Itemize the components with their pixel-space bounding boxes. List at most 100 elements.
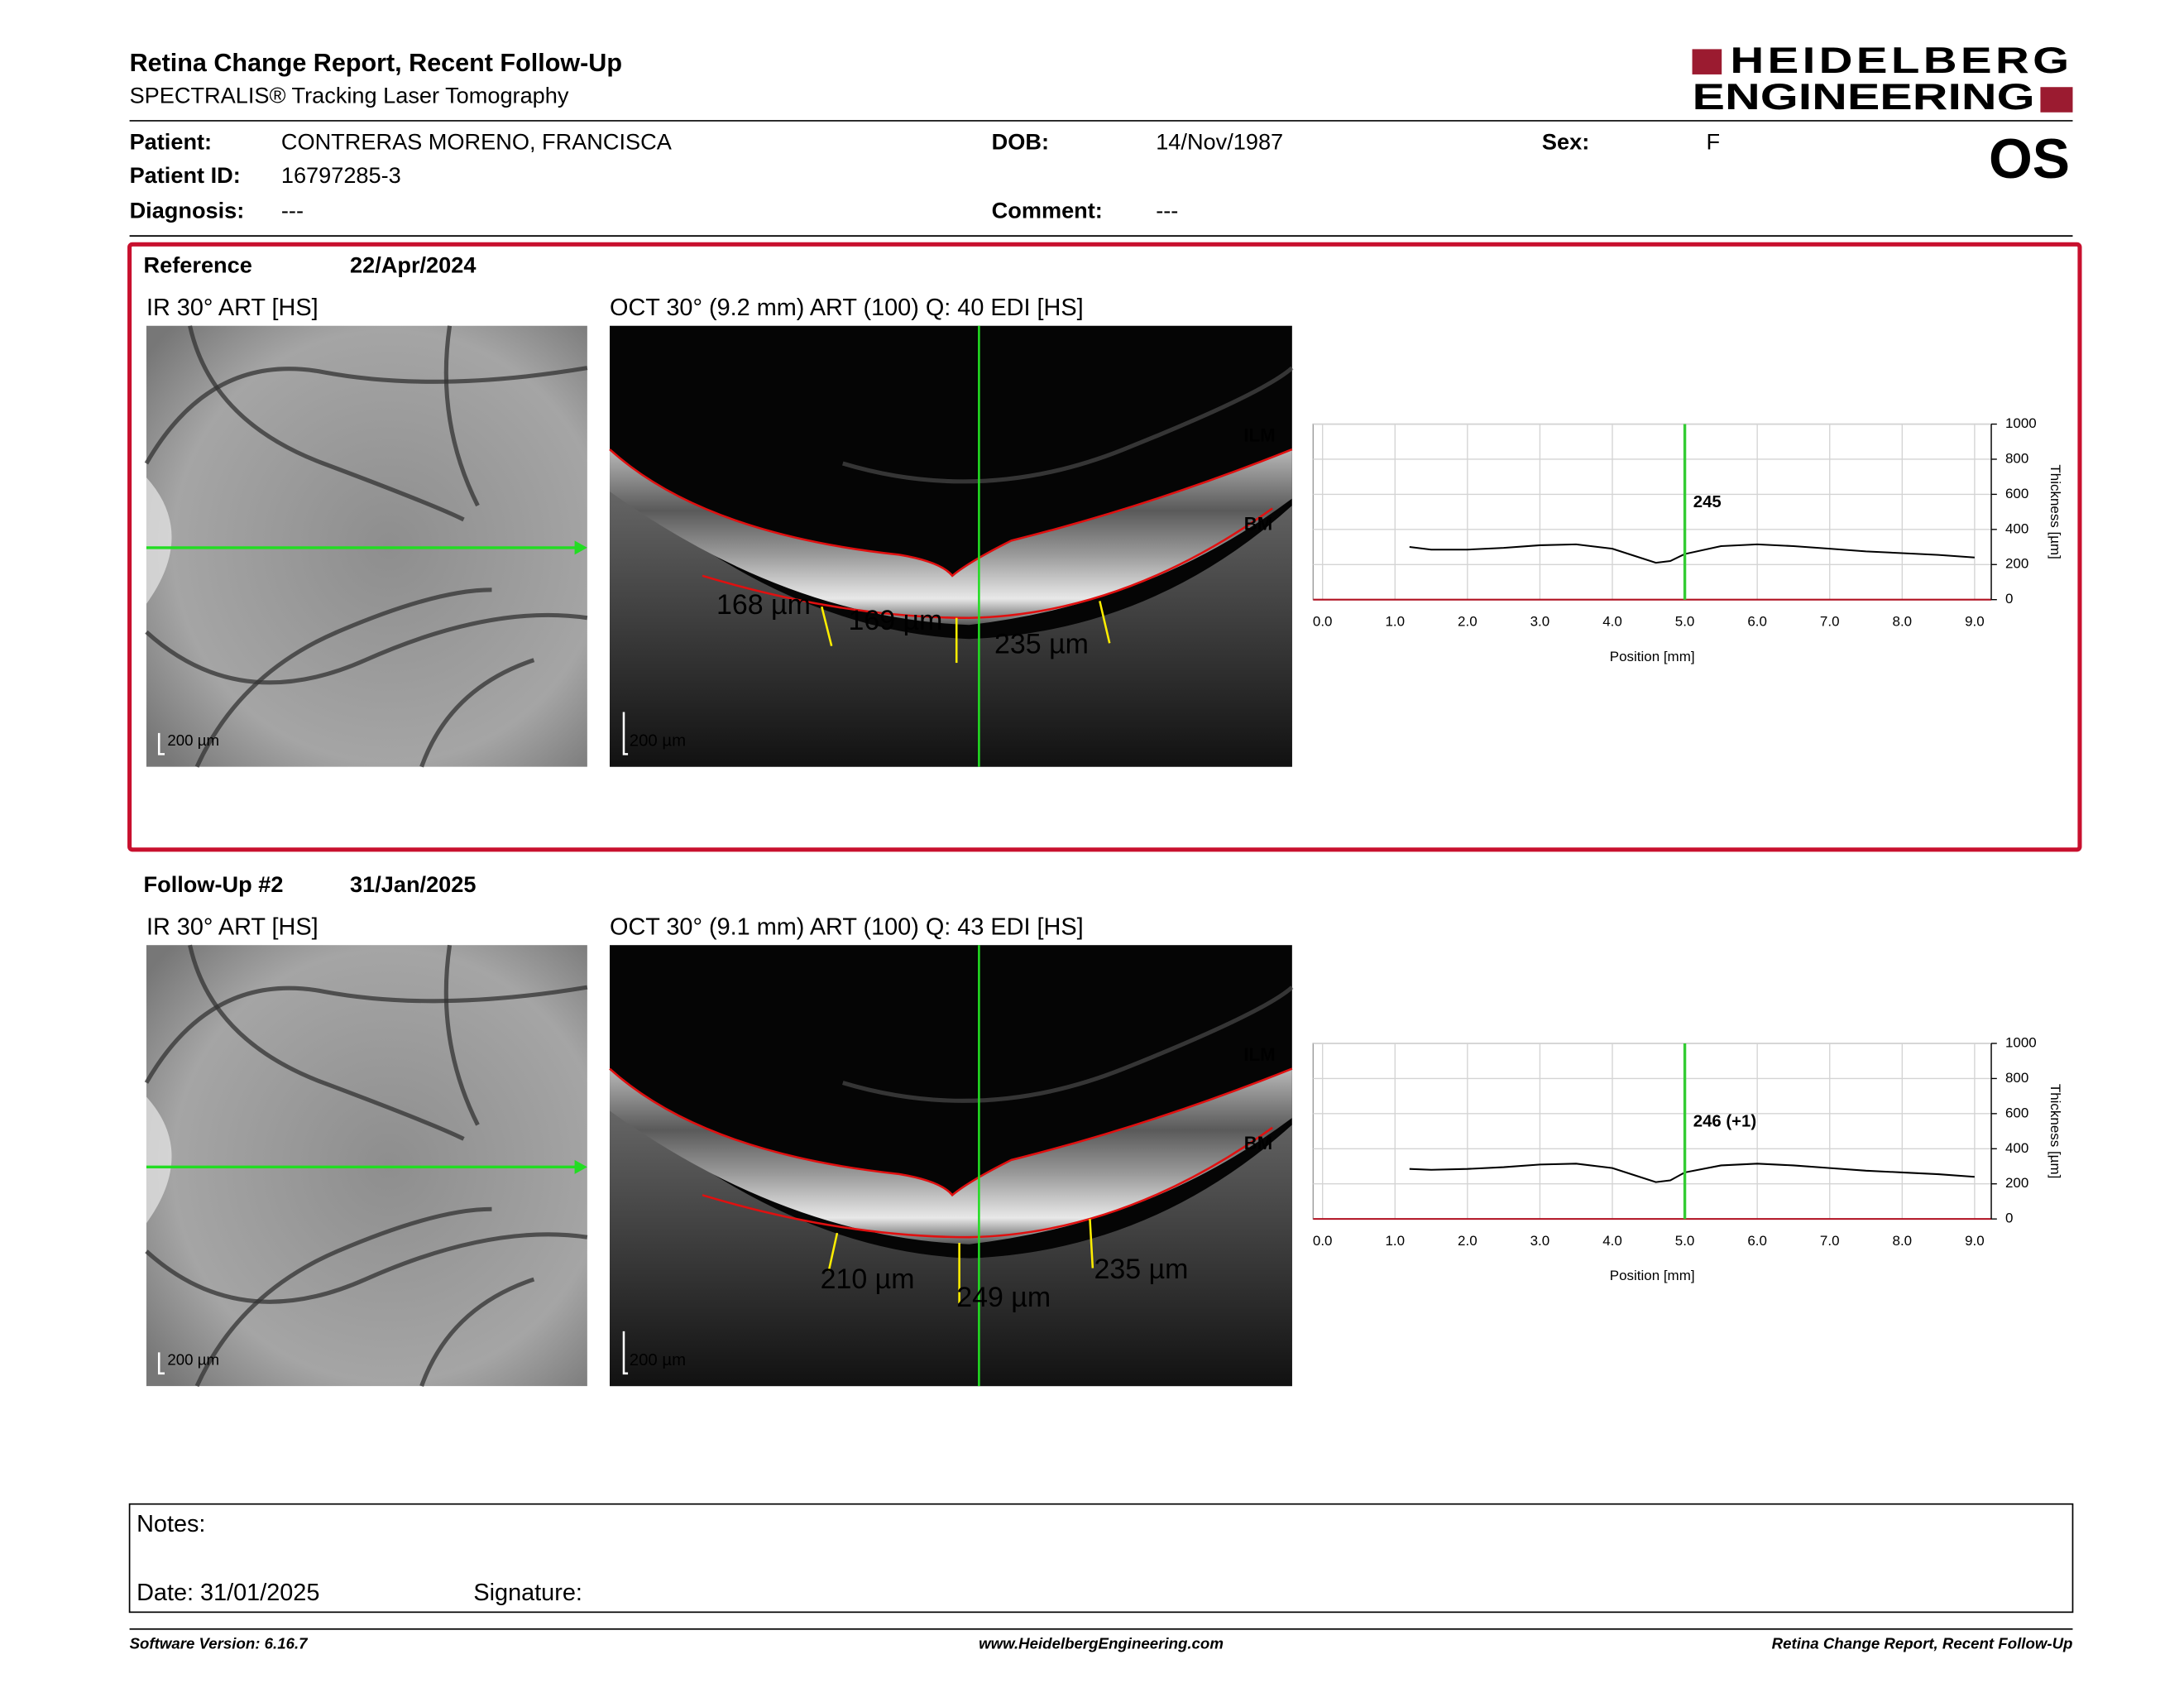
vessel	[443, 325, 480, 507]
marker-thickness: 245	[1693, 493, 1722, 511]
logo-text: HEIDELBERG	[1730, 41, 2072, 81]
field-value: CONTRERAS MORENO, FRANCISCA	[281, 128, 673, 154]
vessel	[194, 587, 492, 768]
vessel	[188, 944, 465, 1141]
measurement-label: 235 µm	[994, 629, 1089, 660]
oct-image	[609, 945, 1294, 1387]
exam-date: 31/Jan/2025	[350, 871, 476, 897]
y-tick-label: 600	[2005, 486, 2028, 501]
layer-label: ILM	[1244, 425, 1276, 446]
y-tick-label: 0	[2005, 1211, 2013, 1226]
vessel	[188, 325, 465, 522]
x-tick-label: 7.0	[1820, 613, 1840, 629]
measurement-label: 169 µm	[849, 605, 943, 636]
scan-arrow	[574, 1159, 587, 1174]
x-tick-label: 7.0	[1820, 1233, 1840, 1249]
x-tick-label: 4.0	[1602, 1233, 1622, 1249]
x-axis-label: Position [mm]	[1610, 649, 1695, 664]
bm-line	[702, 507, 1273, 620]
choroid	[610, 1096, 1292, 1387]
measurement-label: 235 µm	[1094, 1254, 1189, 1285]
y-tick-label: 600	[2005, 1105, 2028, 1120]
oct-image	[609, 325, 1294, 767]
vessel	[194, 1206, 492, 1388]
x-tick-label: 6.0	[1747, 613, 1767, 629]
x-tick-label: 5.0	[1675, 613, 1695, 629]
measurement-label: 249 µm	[956, 1282, 1051, 1313]
x-tick-label: 0.0	[1313, 613, 1333, 629]
x-tick-label: 9.0	[1965, 613, 1985, 629]
y-tick-label: 200	[2005, 1175, 2028, 1191]
vitreous-membrane	[842, 366, 1294, 484]
x-axis-label: Position [mm]	[1610, 1268, 1695, 1283]
footer-left: Software Version: 6.16.7	[130, 1634, 309, 1652]
scale-bar	[157, 1352, 165, 1375]
field-value: ---	[1156, 197, 1178, 223]
scale-bar	[622, 712, 629, 755]
choroid	[610, 477, 1292, 767]
ir-image	[144, 325, 588, 768]
logo-block	[2040, 87, 2073, 113]
vessel	[443, 944, 480, 1126]
ilm-line	[609, 1067, 1293, 1197]
y-tick-label: 0	[2005, 591, 2013, 607]
x-tick-label: 4.0	[1602, 613, 1622, 629]
measurement-caliper	[1089, 1219, 1094, 1268]
x-tick-label: 6.0	[1747, 1233, 1767, 1249]
reference-frame	[127, 242, 2082, 852]
ir-image	[144, 944, 588, 1388]
x-tick-label: 1.0	[1385, 1233, 1405, 1249]
logo-block	[1692, 49, 1722, 74]
field-label: DOB:	[992, 128, 1049, 154]
y-tick-label: 1000	[2005, 415, 2037, 431]
x-tick-label: 3.0	[1530, 613, 1550, 629]
y-tick-label: 800	[2005, 1070, 2028, 1086]
layer-label: BM	[1244, 1133, 1272, 1153]
field-label: Patient:	[130, 128, 213, 154]
optic-disc-glow	[146, 1096, 172, 1224]
notes-box	[128, 1503, 2074, 1614]
thickness-profile	[1409, 543, 1975, 564]
measurement-caliper	[821, 606, 833, 647]
field-value: 14/Nov/1987	[1156, 128, 1283, 154]
retina	[610, 449, 1292, 626]
x-tick-label: 0.0	[1313, 1233, 1333, 1249]
vessel	[419, 1277, 535, 1387]
footer-center: www.HeidelbergEngineering.com	[979, 1634, 1224, 1652]
vessel	[145, 612, 588, 685]
ilm-line	[609, 448, 1293, 578]
x-tick-label: 1.0	[1385, 613, 1405, 629]
report-subtitle: SPECTRALIS® Tracking Laser Tomography	[130, 82, 569, 108]
y-tick-label: 400	[2005, 520, 2028, 536]
image-title: IR 30° ART [HS]	[146, 914, 318, 940]
x-tick-label: 2.0	[1458, 1233, 1478, 1249]
vitreous-membrane	[842, 985, 1294, 1103]
layer-label: BM	[1244, 514, 1272, 535]
y-tick-label: 1000	[2005, 1034, 2037, 1050]
measurement-label: 168 µm	[716, 589, 811, 621]
plot-area	[1312, 1043, 1992, 1220]
notes-label: Notes:	[136, 1511, 205, 1537]
field-label: Patient ID:	[130, 162, 241, 188]
x-tick-label: 5.0	[1675, 1233, 1695, 1249]
scale-bar	[157, 732, 165, 755]
vessel	[145, 1232, 588, 1304]
vessel	[144, 985, 588, 1084]
x-tick-label: 2.0	[1458, 613, 1478, 629]
field-value: F	[1707, 128, 1721, 154]
y-axis-label: Thickness [µm]	[2048, 464, 2063, 559]
y-tick-label: 800	[2005, 450, 2028, 466]
layer-label: ILM	[1244, 1044, 1276, 1065]
thickness-profile	[1409, 1163, 1975, 1183]
notes-date: Date: 31/01/2025	[136, 1580, 319, 1606]
field-label: Sex:	[1542, 128, 1589, 154]
field-label: Diagnosis:	[130, 197, 245, 223]
exam-label: Follow-Up #2	[144, 871, 284, 897]
measurement-caliper	[827, 1232, 839, 1272]
vessel	[419, 658, 535, 768]
x-tick-label: 3.0	[1530, 1233, 1550, 1249]
plot-area	[1312, 423, 1992, 601]
optic-disc-glow	[146, 477, 172, 604]
